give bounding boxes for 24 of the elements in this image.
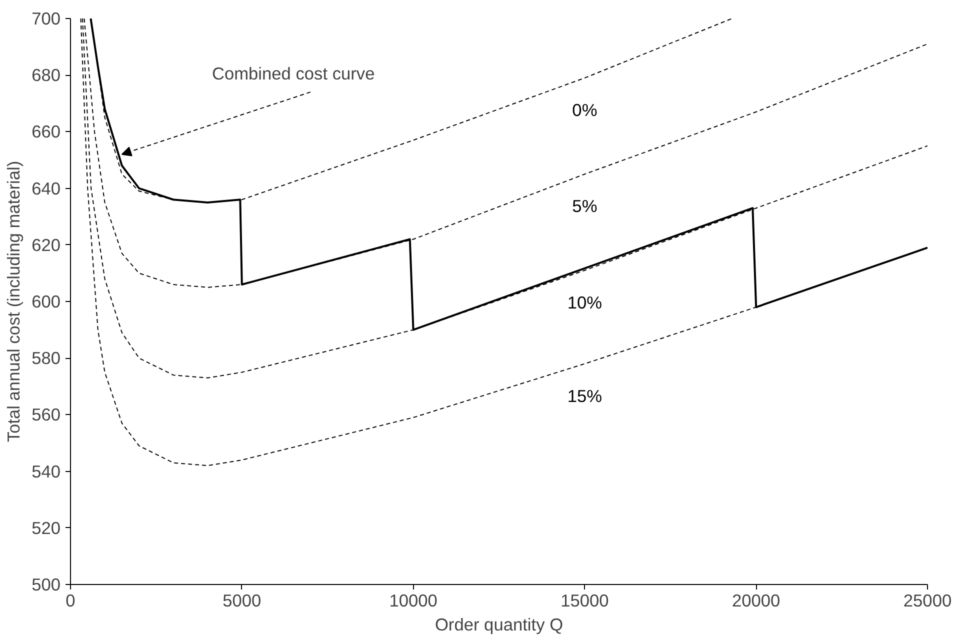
- y-tick-label: 660: [32, 122, 61, 142]
- x-tick-label: 25000: [903, 590, 952, 610]
- x-tick-label: 20000: [732, 590, 780, 610]
- x-axis-title: Order quantity Q: [434, 614, 564, 634]
- annotation: Combined cost curve: [212, 64, 375, 84]
- y-tick-label: 520: [32, 518, 61, 538]
- y-tick-label: 620: [32, 234, 61, 255]
- x-tick-label: 0: [66, 590, 76, 610]
- series-label: 10%: [567, 292, 602, 312]
- y-tick-label: 500: [32, 574, 61, 594]
- y-tick-label: 700: [32, 8, 61, 28]
- y-tick-label: 600: [32, 292, 61, 312]
- y-tick-label: 560: [32, 404, 61, 425]
- series-label: 15%: [567, 386, 602, 406]
- x-tick-label: 15000: [560, 590, 609, 610]
- x-tick-label: 5000: [222, 590, 262, 610]
- y-tick-label: 580: [32, 348, 61, 368]
- y-tick-label: 680: [32, 65, 61, 86]
- y-axis-title: Total annual cost (including material): [4, 160, 24, 442]
- y-tick-label: 640: [32, 178, 61, 198]
- series-label: 5%: [572, 196, 598, 216]
- x-tick-label: 10000: [389, 590, 438, 610]
- series-label: 0%: [572, 100, 598, 120]
- y-tick-label: 540: [32, 461, 61, 482]
